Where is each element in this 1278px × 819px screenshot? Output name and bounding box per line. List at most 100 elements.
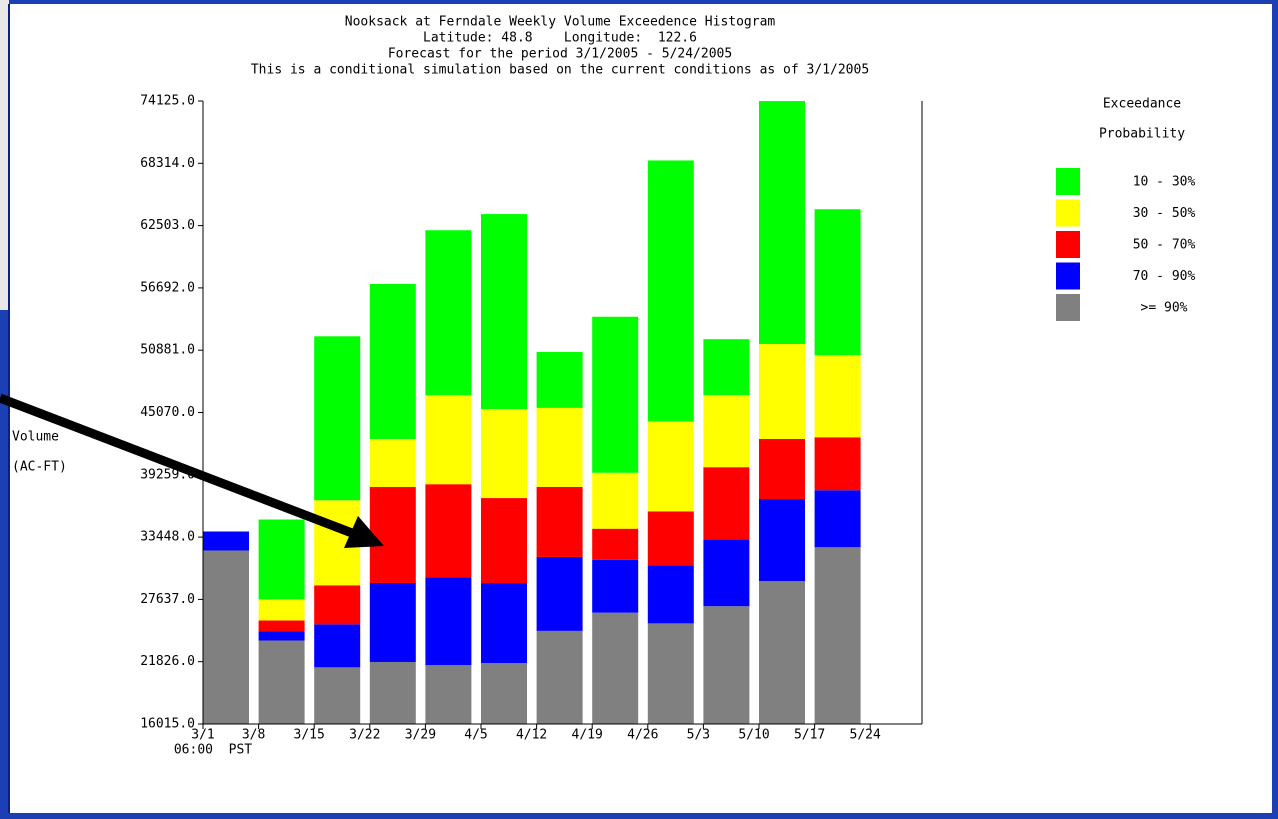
bar-segment: [203, 531, 249, 551]
bar-segment: [425, 230, 472, 396]
bar-segment: [703, 339, 750, 396]
bar-segment: [647, 565, 694, 624]
x-tick-label: 4/12: [516, 728, 547, 743]
bar-segment: [536, 556, 583, 631]
bar-segment: [258, 599, 305, 621]
bar-segment: [481, 214, 527, 410]
bar-segment: [759, 438, 805, 500]
bar-segment: [592, 612, 639, 724]
x-tick-label: 4/5: [464, 728, 487, 743]
x-tick-label: 4/19: [572, 728, 603, 743]
chart-subtitle: Latitude: 48.8 Longitude: 122.6: [423, 31, 697, 46]
legend-swatch: [1056, 262, 1080, 290]
bar-segment: [592, 528, 639, 560]
y-tick-label: 74125.0: [140, 94, 195, 109]
bar-segment: [814, 437, 861, 491]
y-tick-label: 62503.0: [140, 218, 195, 233]
arrow-shaft: [0, 393, 354, 538]
bar-segment: [425, 395, 472, 485]
y-axis-label: (AC-FT): [12, 460, 67, 475]
bar-segment: [703, 395, 750, 468]
bar-segment: [314, 667, 361, 724]
x-tick-label: 3/29: [405, 728, 436, 743]
bar-segment: [759, 343, 805, 439]
bar-segment: [759, 581, 805, 724]
legend-label: 70 - 90%: [1133, 269, 1196, 284]
background-window: [0, 0, 9, 310]
y-tick-label: 16015.0: [140, 717, 195, 732]
bar-segment: [814, 209, 861, 356]
bar-segment: [314, 336, 361, 501]
bar-segment: [425, 577, 472, 666]
legend-label: >= 90%: [1141, 301, 1188, 316]
x-tick-label: 5/17: [794, 728, 825, 743]
bar-segment: [258, 631, 305, 641]
bar-segment: [369, 487, 416, 583]
bar-segment: [258, 640, 305, 724]
y-tick-label: 21826.0: [140, 654, 195, 669]
legend-title: Probability: [1099, 127, 1185, 142]
bar-segment: [814, 355, 861, 438]
bar-segment: [425, 665, 472, 724]
bar-segment: [759, 499, 805, 582]
x-tick-label: 3/15: [294, 728, 325, 743]
x-tick-label: 3/1: [191, 728, 214, 743]
bar-segment: [536, 630, 583, 724]
x-tick-label: 5/24: [850, 728, 881, 743]
legend-swatch: [1056, 231, 1080, 258]
bar-segment: [703, 606, 750, 724]
x-tick-label: 3/8: [242, 728, 265, 743]
bar-segment: [203, 550, 249, 724]
bar-segment: [481, 583, 527, 664]
y-tick-label: 27637.0: [140, 592, 195, 607]
x-tick-label: 4/26: [627, 728, 658, 743]
bar-segment: [314, 585, 361, 625]
bar-segment: [425, 484, 472, 578]
window-frame: [0, 0, 1278, 4]
bar-segment: [258, 620, 305, 632]
bar-segment: [759, 101, 805, 344]
bar-segment: [703, 467, 750, 540]
legend-swatch: [1056, 199, 1080, 227]
bar-segment: [703, 539, 750, 607]
legend-label: 30 - 50%: [1133, 206, 1196, 221]
y-tick-label: 50881.0: [140, 343, 195, 358]
y-tick-label: 56692.0: [140, 280, 195, 295]
plot: 16015.021826.027637.033448.039259.045070…: [140, 94, 1195, 758]
bar-segment: [647, 421, 694, 512]
bar-segment: [369, 283, 416, 439]
legend-swatch: [1056, 294, 1080, 321]
bar-segment: [481, 409, 527, 499]
x-tick-label: 5/3: [687, 728, 710, 743]
legend-title: Exceedance: [1103, 97, 1181, 112]
bar-segment: [369, 661, 416, 724]
bar-segment: [647, 511, 694, 566]
x-sublabel: 06:00 PST: [174, 743, 252, 758]
bar-segment: [481, 498, 527, 584]
bar-segment: [481, 663, 527, 724]
y-tick-label: 33448.0: [140, 530, 195, 545]
bar-segment: [814, 490, 861, 548]
bar-segment: [369, 438, 416, 488]
bar-segment: [592, 559, 639, 613]
annotation-arrow: [0, 393, 384, 548]
y-tick-label: 45070.0: [140, 405, 195, 420]
x-tick-label: 5/10: [738, 728, 769, 743]
y-tick-label: 68314.0: [140, 156, 195, 171]
bar-segment: [536, 486, 583, 557]
bar-segment: [814, 547, 861, 724]
y-axis-label: Volume: [12, 430, 59, 445]
legend-label: 50 - 70%: [1133, 238, 1196, 253]
chart-subtitle: Forecast for the period 3/1/2005 - 5/24/…: [388, 47, 732, 62]
legend-swatch: [1056, 168, 1080, 195]
bar-segment: [647, 623, 694, 724]
arrow-head: [344, 516, 384, 548]
bar-segment: [536, 407, 583, 487]
bar-segment: [536, 351, 583, 408]
bar-segment: [369, 582, 416, 662]
legend-label: 10 - 30%: [1133, 175, 1196, 190]
bar-segment: [592, 472, 639, 529]
bar-segment: [592, 316, 639, 473]
